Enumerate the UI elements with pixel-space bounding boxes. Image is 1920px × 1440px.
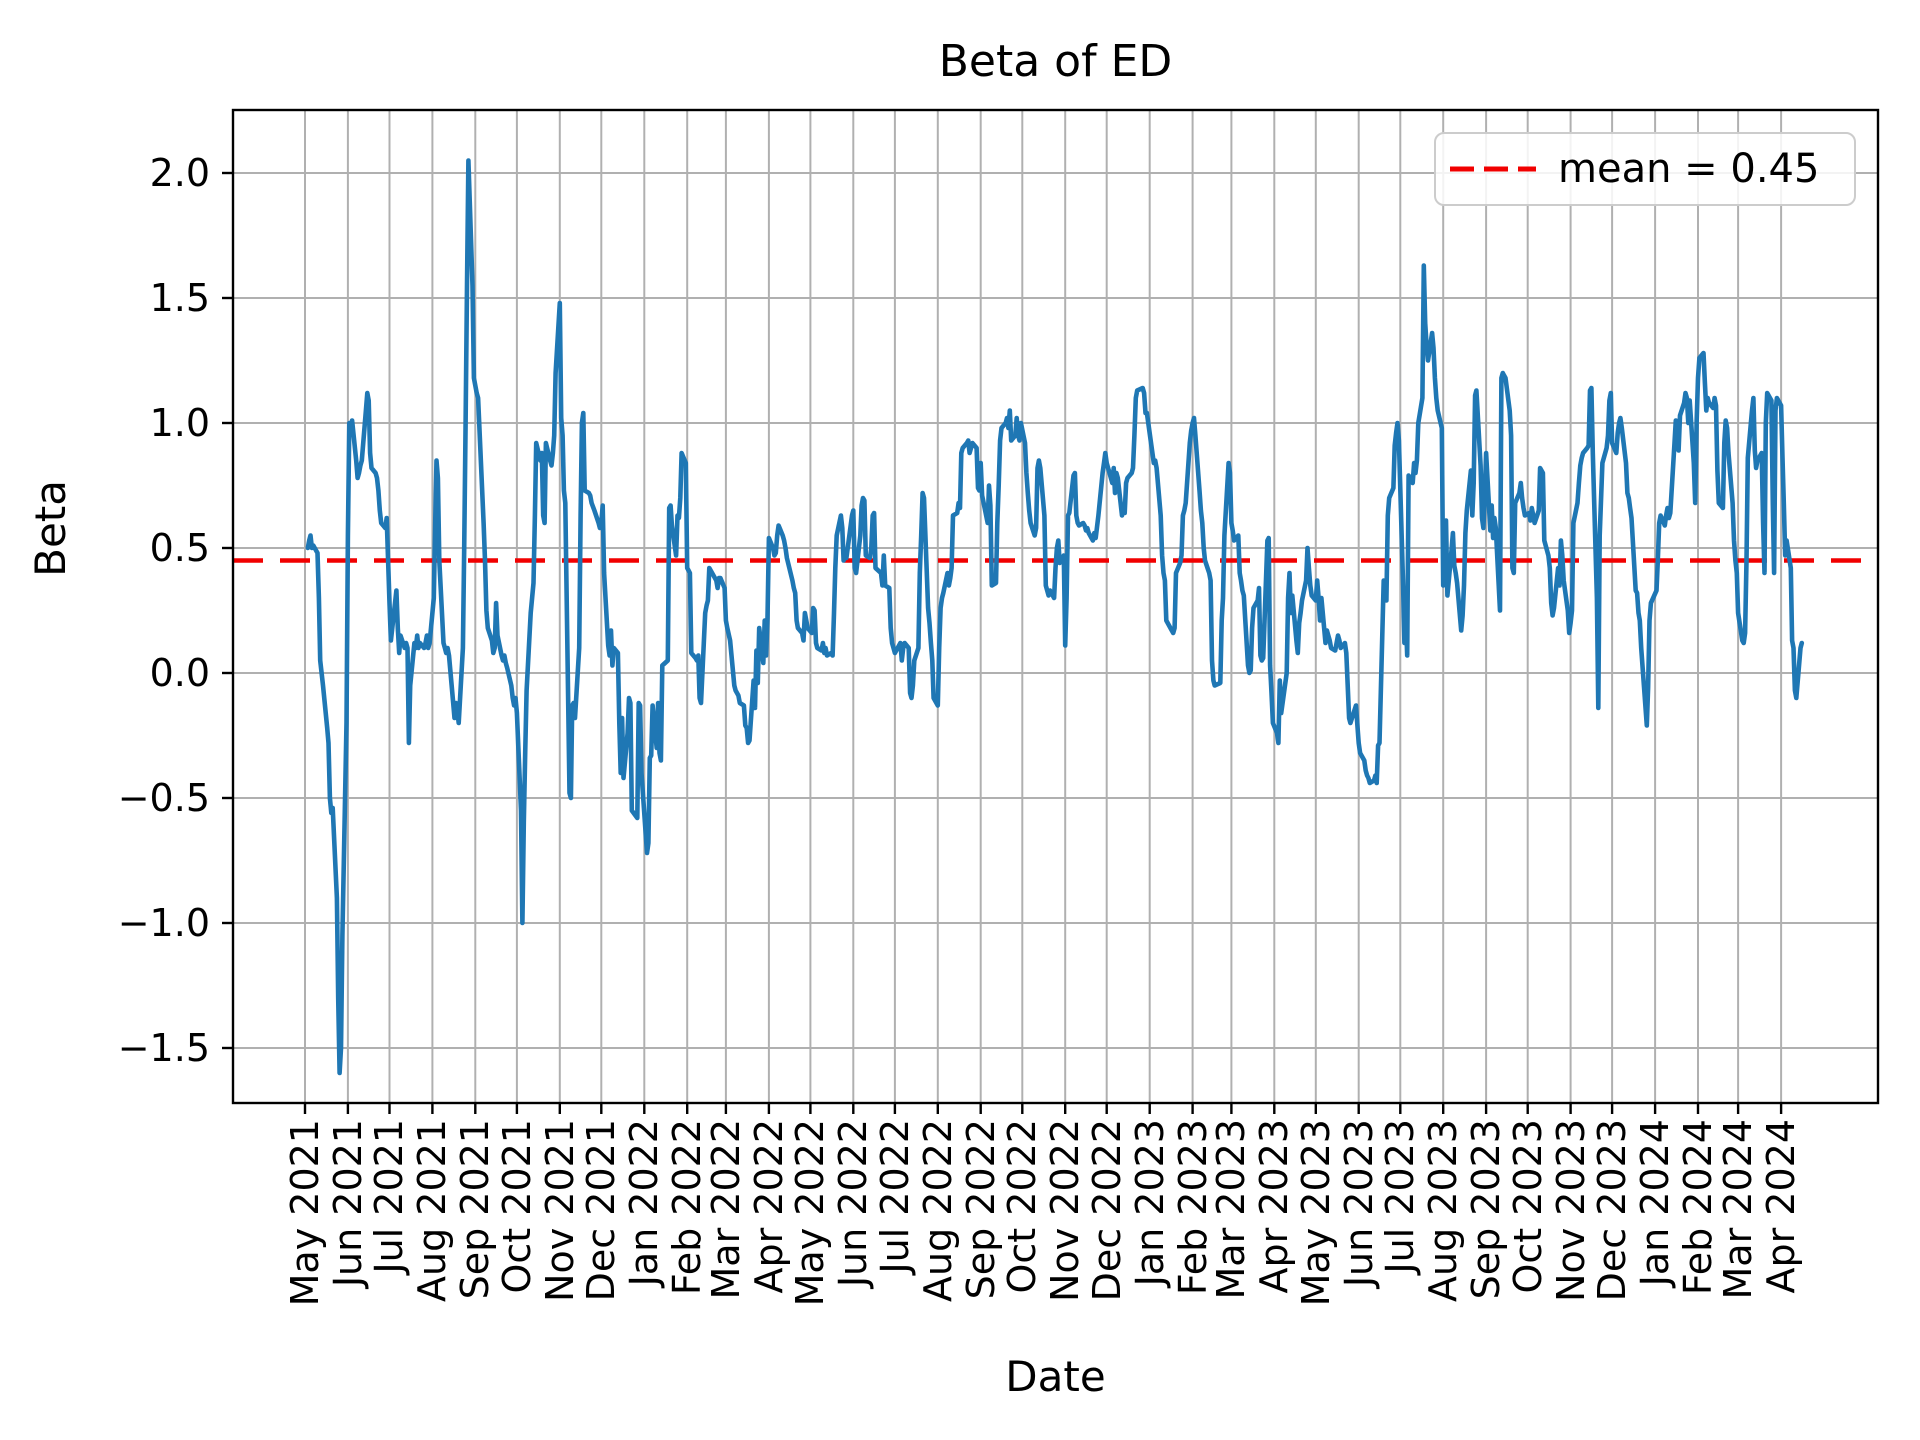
x-tick-label: Jan 2024 bbox=[1633, 1119, 1678, 1287]
x-tick-label: Feb 2022 bbox=[665, 1119, 710, 1296]
y-tick-label: −1.0 bbox=[117, 901, 210, 945]
x-tick-label: Dec 2022 bbox=[1084, 1119, 1129, 1302]
x-tick-label: May 2023 bbox=[1293, 1119, 1338, 1307]
legend: mean = 0.45 bbox=[1434, 132, 1856, 206]
x-tick-label: Mar 2024 bbox=[1716, 1119, 1761, 1300]
x-tick-label: Feb 2024 bbox=[1675, 1119, 1720, 1296]
x-tick-label: Jul 2022 bbox=[872, 1119, 917, 1274]
x-tick-label: Sep 2021 bbox=[453, 1119, 498, 1300]
x-tick-label: Jul 2021 bbox=[367, 1119, 412, 1274]
x-tick-label: Aug 2021 bbox=[410, 1119, 455, 1302]
x-tick-label: Dec 2021 bbox=[579, 1119, 624, 1302]
y-tick-label: 1.0 bbox=[149, 401, 210, 445]
x-tick-label: Jan 2023 bbox=[1127, 1119, 1172, 1287]
x-tick-label: Jul 2023 bbox=[1378, 1119, 1423, 1274]
legend-label: mean = 0.45 bbox=[1558, 146, 1820, 192]
y-tick-label: 0.0 bbox=[149, 651, 210, 695]
x-tick-label: Sep 2022 bbox=[958, 1119, 1003, 1300]
x-tick-label: Oct 2022 bbox=[1000, 1119, 1045, 1294]
x-tick-label: Apr 2023 bbox=[1252, 1119, 1297, 1294]
y-tick-label: 2.0 bbox=[149, 151, 210, 195]
x-axis-label: Date bbox=[1005, 1352, 1106, 1401]
y-tick-label: −0.5 bbox=[117, 776, 210, 820]
beta-line bbox=[305, 158, 1805, 1076]
x-tick-label: Nov 2022 bbox=[1043, 1119, 1088, 1302]
x-tick-label: Jan 2022 bbox=[622, 1119, 667, 1287]
x-tick-label: Nov 2023 bbox=[1548, 1119, 1593, 1302]
x-tick-label: Mar 2023 bbox=[1209, 1119, 1254, 1300]
x-tick-label: May 2022 bbox=[788, 1119, 833, 1307]
x-tick-label: Feb 2023 bbox=[1170, 1119, 1215, 1296]
x-tick-label: Aug 2023 bbox=[1421, 1119, 1466, 1302]
x-tick-label: Jun 2023 bbox=[1336, 1119, 1381, 1288]
y-tick-label: 0.5 bbox=[149, 526, 210, 570]
x-tick-label: Mar 2022 bbox=[703, 1119, 748, 1300]
x-tick-label: Aug 2022 bbox=[915, 1119, 960, 1302]
chart-title: Beta of ED bbox=[938, 36, 1173, 87]
y-axis-label: Beta bbox=[26, 480, 75, 577]
x-tick-label: Jun 2021 bbox=[325, 1119, 370, 1288]
plot-frame bbox=[231, 108, 1880, 1105]
dashed-line-icon bbox=[1450, 165, 1536, 173]
x-tick-label: Oct 2023 bbox=[1505, 1119, 1550, 1294]
x-tick-label: Apr 2024 bbox=[1759, 1119, 1804, 1294]
x-tick-label: May 2021 bbox=[283, 1119, 327, 1307]
x-tick-label: Jun 2022 bbox=[831, 1119, 876, 1288]
x-tick-label: Apr 2022 bbox=[746, 1119, 791, 1294]
y-tick-label: 1.5 bbox=[149, 276, 210, 320]
x-tick-label: Dec 2023 bbox=[1590, 1119, 1635, 1302]
x-tick-label: Oct 2021 bbox=[494, 1119, 539, 1294]
x-tick-label: Nov 2021 bbox=[537, 1119, 582, 1302]
y-tick-label: −1.5 bbox=[117, 1026, 210, 1070]
x-tick-label: Sep 2023 bbox=[1464, 1119, 1509, 1300]
